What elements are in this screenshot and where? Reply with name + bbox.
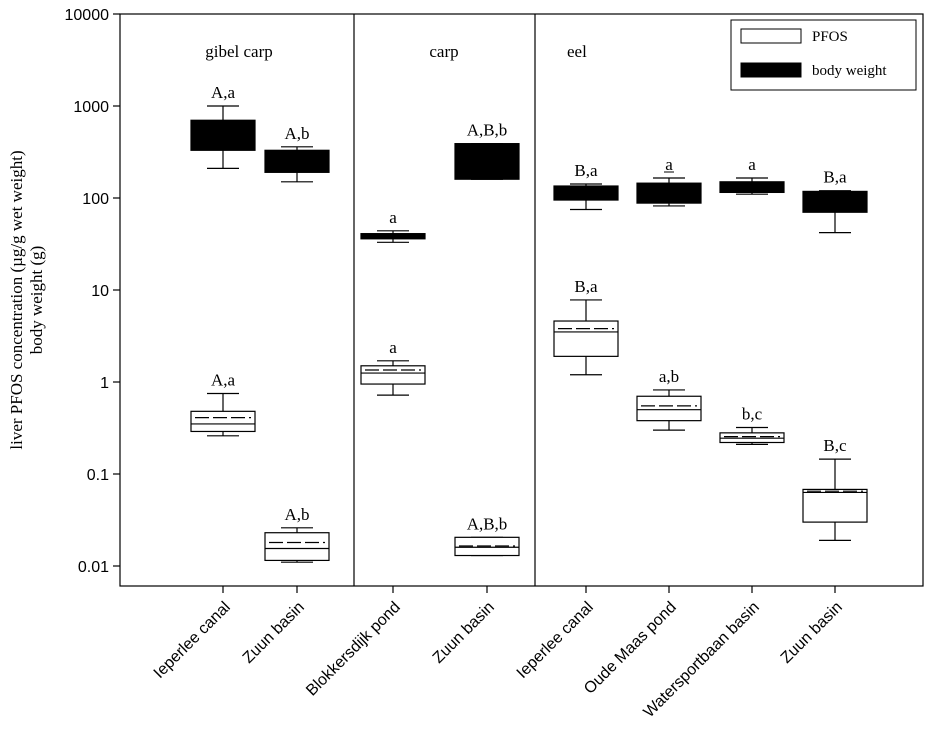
y-tick-label: 10000	[65, 7, 110, 24]
significance-label: B,c	[823, 436, 847, 455]
significance-label: B,a	[574, 277, 598, 296]
significance-label: B,a	[823, 168, 847, 187]
body-weight-box: A,b	[265, 124, 329, 182]
x-tick-label: Ieperlee canal	[514, 599, 597, 682]
y-axis-title-line1: liver PFOS concentration (µg/g wet weigh…	[7, 150, 26, 449]
significance-label: A,b	[284, 505, 309, 524]
y-tick-label: 1000	[73, 99, 109, 116]
significance-label: A,a	[211, 370, 236, 389]
box	[803, 191, 867, 212]
legend-swatch-pfos	[741, 29, 801, 43]
legend: PFOS body weight	[731, 20, 916, 90]
pfos-box: B,c	[803, 436, 867, 540]
y-tick-label: 0.01	[78, 559, 109, 576]
significance-label: A,B,b	[467, 514, 508, 533]
box	[637, 183, 701, 203]
box	[361, 366, 425, 384]
significance-label: A,b	[284, 124, 309, 143]
box	[265, 150, 329, 172]
significance-label: B,a	[574, 161, 598, 180]
significance-label: a	[665, 155, 673, 174]
box	[554, 321, 618, 356]
body-weight-box: B,a	[554, 161, 618, 210]
pfos-box: A,a	[191, 370, 255, 435]
x-tick-label: Oude Maas pond	[581, 599, 680, 698]
significance-label: a,b	[659, 367, 679, 386]
x-tick-label: Ieperlee canal	[151, 599, 234, 682]
legend-swatch-body-weight	[741, 63, 801, 77]
body-weight-box: A,B,b	[455, 121, 519, 180]
box	[191, 120, 255, 150]
x-tick-label: Zuun basin	[240, 599, 308, 667]
y-tick-label: 10	[91, 283, 109, 300]
box	[361, 234, 425, 239]
box	[803, 489, 867, 522]
body-weight-box: A,a	[191, 83, 255, 168]
y-tick-label: 0.1	[87, 467, 109, 484]
significance-label: A,a	[211, 83, 236, 102]
y-tick-label: 100	[82, 191, 109, 208]
box	[455, 144, 519, 180]
legend-label-body-weight: body weight	[812, 63, 887, 79]
body-weight-box: B,a	[803, 168, 867, 233]
body-weight-box: a	[720, 155, 784, 194]
box	[720, 182, 784, 193]
significance-label: a	[389, 338, 397, 357]
pfos-box: a	[361, 338, 425, 395]
body-weight-box: a	[637, 155, 701, 206]
box	[637, 396, 701, 420]
significance-label: a	[748, 155, 756, 174]
box	[554, 186, 618, 200]
pfos-box: A,b	[265, 505, 329, 562]
x-tick-label: Zuun basin	[778, 599, 846, 667]
panel-label: carp	[429, 42, 458, 61]
panel-label: gibel carp	[205, 42, 273, 61]
significance-label: b,c	[742, 405, 763, 424]
legend-label-pfos: PFOS	[812, 29, 848, 45]
pfos-box: A,B,b	[455, 514, 519, 555]
body-weight-box: a	[361, 208, 425, 242]
y-tick-label: 1	[100, 375, 109, 392]
pfos-box: b,c	[720, 405, 784, 445]
x-tick-label: Zuun basin	[430, 599, 498, 667]
panel-label: eel	[567, 42, 587, 61]
y-axis-title-line2: body weight (g)	[27, 246, 46, 355]
pfos-box: B,a	[554, 277, 618, 375]
box	[265, 533, 329, 561]
significance-label: A,B,b	[467, 121, 508, 140]
box	[191, 411, 255, 431]
x-tick-label: Blokkersdijk pond	[303, 599, 404, 700]
significance-label: a	[389, 208, 397, 227]
pfos-box: a,b	[637, 367, 701, 430]
